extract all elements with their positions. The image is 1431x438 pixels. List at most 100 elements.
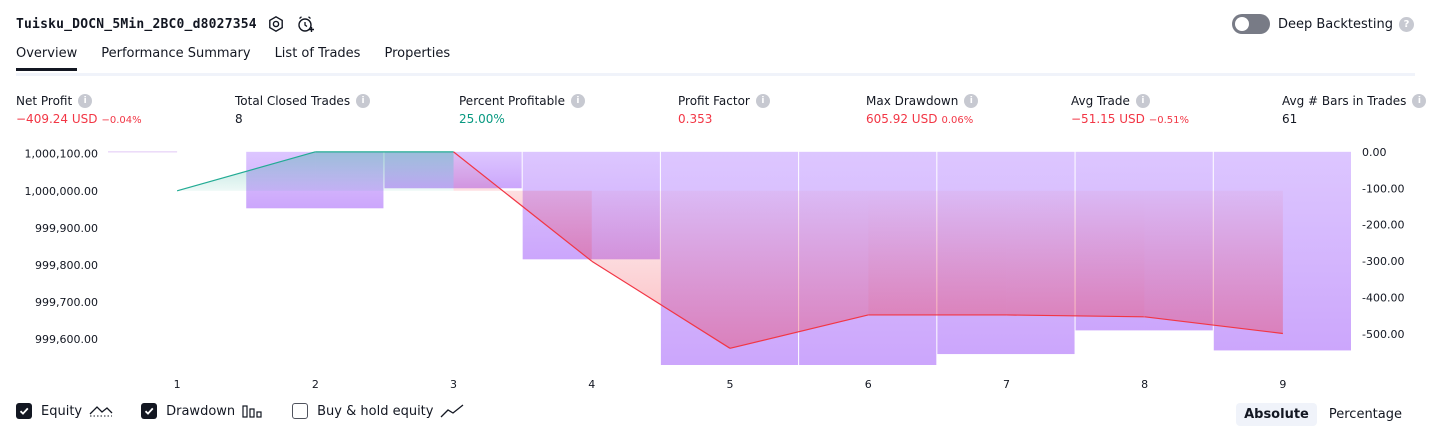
- toggle-knob: [1234, 17, 1249, 31]
- help-icon[interactable]: i: [78, 94, 93, 108]
- legend-drawdown[interactable]: Drawdown: [141, 403, 264, 419]
- help-icon[interactable]: i: [1135, 94, 1150, 108]
- equity-area-segment: [1144, 190, 1283, 334]
- metric-value: −51.15 USD: [1071, 112, 1145, 126]
- equity-line-segment: [176, 151, 316, 192]
- metric-percent: −0.51%: [1148, 115, 1190, 126]
- equity-line-segment: [729, 314, 869, 349]
- x-axis-tick: 2: [312, 378, 319, 391]
- right-axis-tick: 0.00: [1362, 146, 1387, 159]
- x-axis-tick: 5: [727, 378, 734, 391]
- right-axis-tick: -400.00: [1362, 292, 1404, 305]
- metric-value: 61: [1282, 112, 1298, 126]
- tab-bar: Overview Performance Summary List of Tra…: [16, 46, 474, 71]
- drawdown-bars-icon: [242, 403, 264, 419]
- x-axis-tick: 9: [1279, 378, 1286, 391]
- equity-line-segment: [453, 151, 593, 262]
- help-icon[interactable]: i: [356, 94, 371, 108]
- strategy-name: Tuisku_DOCN_5Min_2BC0_d8027354: [16, 16, 257, 32]
- metric-label: Total Closed Trades: [235, 94, 351, 108]
- metric-label: Profit Factor: [678, 94, 750, 108]
- equity-drawdown-chart[interactable]: 1,000,100.00 1,000,000.00 999,900.00 999,80…: [0, 140, 1431, 400]
- help-icon[interactable]: i: [1412, 94, 1427, 108]
- equity-line-segment: [1144, 316, 1283, 335]
- x-axis-tick: 1: [174, 378, 181, 391]
- metrics-row: Net Profit i −409.24 USD −0.04% Total Clos…: [0, 94, 1431, 134]
- left-axis-tick: 1,000,000.00: [25, 185, 98, 198]
- metric-avg-trade: Avg Trade i −51.15 USD −0.51%: [1071, 94, 1189, 126]
- left-axis-tick: 999,900.00: [35, 222, 98, 235]
- tab-properties[interactable]: Properties: [384, 46, 451, 61]
- equity-area-segment: [315, 151, 454, 191]
- drawdown-checkbox[interactable]: [141, 403, 158, 419]
- metric-value: 605.92 USD: [866, 112, 938, 126]
- metric-label: Net Profit: [16, 94, 73, 108]
- x-axis-tick: 4: [588, 378, 595, 391]
- help-icon[interactable]: i: [755, 94, 770, 108]
- help-icon[interactable]: i: [570, 94, 585, 108]
- metric-value: 0.353: [678, 112, 713, 126]
- deep-backtesting-label: Deep Backtesting: [1277, 16, 1393, 32]
- equity-line-icon: [89, 403, 113, 419]
- right-axis: 0.00 -100.00 -200.00 -300.00 -400.00 -500.00: [1362, 146, 1404, 341]
- x-axis-tick: 6: [865, 378, 872, 391]
- help-icon[interactable]: i: [964, 94, 979, 108]
- left-axis-tick: 1,000,100.00: [25, 148, 98, 161]
- deep-backtesting-toggle[interactable]: [1231, 14, 1270, 34]
- legend-label: Buy & hold equity: [317, 403, 434, 419]
- metric-label: Avg # Bars in Trades: [1282, 94, 1407, 108]
- metric-percent: 0.06%: [941, 115, 974, 126]
- settings-icon[interactable]: [265, 13, 287, 35]
- percentage-button[interactable]: Percentage: [1328, 407, 1402, 422]
- legend-label: Drawdown: [166, 403, 236, 419]
- right-axis-tick: -300.00: [1362, 255, 1404, 268]
- trend-line-icon: [440, 403, 464, 419]
- metric-percent: −0.04%: [101, 115, 142, 126]
- metric-label: Percent Profitable: [459, 94, 565, 108]
- legend-label: Equity: [41, 403, 83, 419]
- legend-equity[interactable]: Equity: [16, 403, 113, 419]
- absolute-button[interactable]: Absolute: [1236, 403, 1317, 426]
- value-mode-switch: Absolute Percentage: [1232, 403, 1410, 426]
- equity-area-segment: [868, 190, 1007, 315]
- metric-max-drawdown: Max Drawdown i 605.92 USD 0.06%: [866, 94, 979, 126]
- metric-total-closed-trades: Total Closed Trades i 8: [235, 94, 371, 126]
- right-axis-tick: -100.00: [1362, 182, 1404, 195]
- metric-label: Max Drawdown: [866, 94, 959, 108]
- metric-avg-bars: Avg # Bars in Trades i 61: [1282, 94, 1427, 126]
- metric-percent-profitable: Percent Profitable i 25.00%: [459, 94, 585, 126]
- x-axis: 1 2 3 4 5 6 7 8 9: [174, 378, 1287, 391]
- equity-line-segment: [1006, 314, 1145, 318]
- right-axis-tick: -500.00: [1362, 328, 1404, 341]
- equity-checkbox[interactable]: [16, 403, 32, 419]
- equity-line: [176, 151, 1283, 349]
- strategy-header: Tuisku_DOCN_5Min_2BC0_d8027354: [16, 12, 317, 36]
- tab-performance-summary[interactable]: Performance Summary: [101, 46, 251, 61]
- metric-net-profit: Net Profit i −409.24 USD −0.04%: [16, 94, 142, 126]
- x-axis-tick: 7: [1003, 378, 1010, 391]
- x-axis-tick: 8: [1141, 378, 1148, 391]
- left-axis: 1,000,100.00 1,000,000.00 999,900.00 999,80…: [25, 148, 98, 346]
- left-axis-tick: 999,600.00: [35, 333, 98, 346]
- metric-label: Avg Trade: [1071, 94, 1130, 108]
- tabs-divider: [16, 73, 1415, 76]
- legend-buy-hold-equity[interactable]: Buy & hold equity: [292, 403, 464, 419]
- x-axis-tick: 3: [450, 378, 457, 391]
- help-icon[interactable]: ?: [1399, 16, 1414, 32]
- buy-hold-checkbox[interactable]: [292, 403, 309, 419]
- metric-value: 25.00%: [459, 112, 505, 126]
- chart-legend: Equity Drawdown Buy & hold equity: [16, 403, 492, 419]
- equity-line-segment: [591, 260, 731, 349]
- left-axis-tick: 999,800.00: [35, 259, 98, 272]
- equity-area-segment: [730, 190, 869, 349]
- metric-profit-factor: Profit Factor i 0.353: [678, 94, 770, 126]
- left-axis-tick: 999,700.00: [35, 296, 98, 309]
- metric-value: −409.24 USD: [16, 112, 98, 126]
- deep-backtesting: Deep Backtesting ?: [1231, 12, 1414, 36]
- alarm-add-icon[interactable]: [295, 13, 317, 35]
- metric-value: 8: [235, 112, 243, 126]
- tab-list-of-trades[interactable]: List of Trades: [274, 46, 361, 61]
- equity-area-segment: [591, 190, 730, 349]
- tab-overview[interactable]: Overview: [16, 46, 78, 71]
- right-axis-tick: -200.00: [1362, 219, 1404, 232]
